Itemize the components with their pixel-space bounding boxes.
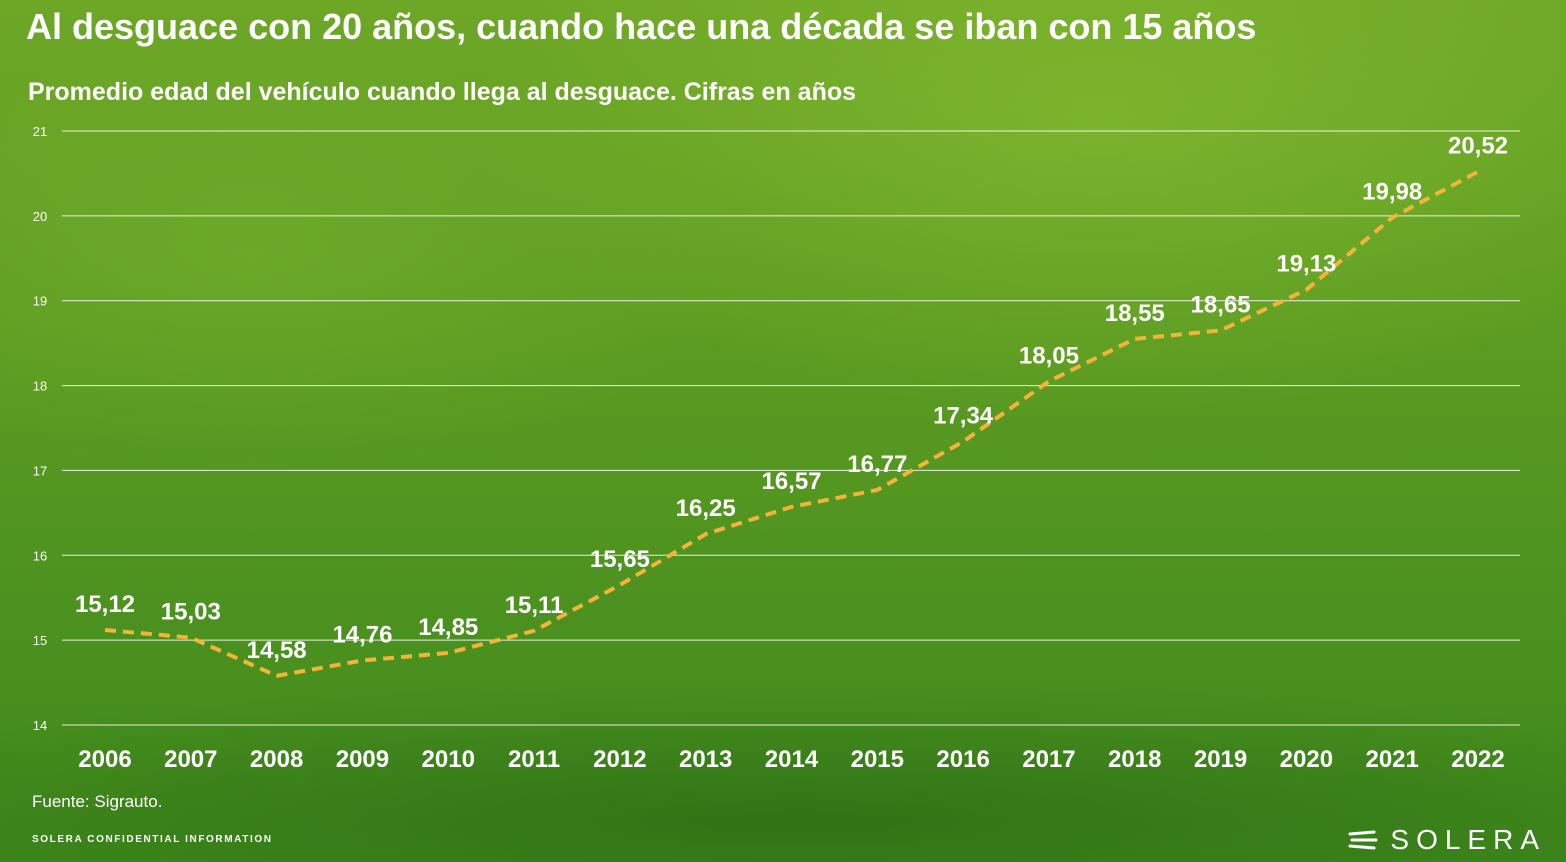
- y-tick-label: 19: [33, 294, 47, 309]
- data-label: 17,34: [933, 403, 994, 430]
- x-tick-label: 2015: [851, 746, 904, 773]
- y-tick-label: 21: [33, 124, 47, 139]
- y-axis-ticks: 14 15 16 17 18 19 20 21: [33, 124, 47, 733]
- x-tick-label: 2013: [679, 746, 732, 773]
- x-tick-label: 2011: [508, 746, 560, 773]
- data-label: 14,85: [418, 614, 478, 641]
- x-axis-ticks: 2006 2007 2008 2009 2010 2011 2012 2013 2014 2015…: [78, 746, 1504, 773]
- data-label: 14,58: [247, 637, 307, 664]
- gridlines: [62, 130, 1520, 726]
- data-label: 16,77: [847, 451, 907, 478]
- x-tick-label: 2020: [1280, 746, 1333, 773]
- x-tick-label: 2010: [422, 746, 475, 773]
- x-tick-label: 2008: [250, 746, 303, 773]
- data-labels: 15,12 15,03 14,58 14,76 14,85 15,11 15,65 16,25…: [75, 133, 1508, 664]
- x-tick-label: 2007: [164, 746, 217, 773]
- y-tick-label: 15: [33, 633, 47, 648]
- data-label: 15,65: [590, 546, 650, 573]
- brand-name: SOLERA: [1390, 824, 1546, 855]
- data-label: 14,76: [332, 622, 392, 649]
- data-label: 15,12: [75, 591, 135, 618]
- y-tick-label: 20: [33, 209, 47, 224]
- data-label: 18,55: [1105, 300, 1165, 327]
- x-tick-label: 2009: [336, 746, 389, 773]
- x-tick-label: 2006: [78, 746, 131, 773]
- source-note: Fuente: Sigrauto.: [32, 792, 163, 811]
- data-label: 15,03: [161, 599, 221, 626]
- y-tick-label: 17: [33, 463, 47, 478]
- x-tick-label: 2012: [593, 746, 646, 773]
- data-label: 19,98: [1362, 179, 1422, 206]
- data-label: 18,05: [1019, 342, 1079, 369]
- x-tick-label: 2022: [1451, 746, 1504, 773]
- data-label: 20,52: [1448, 133, 1508, 160]
- data-label: 15,11: [505, 592, 564, 619]
- data-label: 16,57: [761, 468, 821, 495]
- x-tick-label: 2019: [1194, 746, 1247, 773]
- x-tick-label: 2014: [765, 746, 819, 773]
- series-line-path: [104, 169, 1479, 678]
- x-tick-label: 2021: [1365, 746, 1418, 773]
- solera-logo-icon: [1348, 830, 1378, 850]
- x-tick-label: 2016: [936, 746, 989, 773]
- x-tick-label: 2017: [1022, 746, 1075, 773]
- data-label: 18,65: [1191, 291, 1251, 318]
- data-label: 16,25: [676, 495, 736, 522]
- series-line: [104, 169, 1479, 678]
- y-tick-label: 14: [33, 718, 47, 733]
- page-title: Al desguace con 20 años, cuando hace una…: [26, 6, 1257, 47]
- y-tick-label: 18: [33, 379, 47, 394]
- brand-logo: SOLERA: [1348, 824, 1546, 856]
- data-label: 19,13: [1276, 251, 1336, 278]
- confidential-notice: SOLERA CONFIDENTIAL INFORMATION: [32, 834, 273, 845]
- y-tick-label: 16: [33, 548, 47, 563]
- chart-subtitle: Promedio edad del vehículo cuando llega …: [28, 78, 857, 106]
- x-tick-label: 2018: [1108, 746, 1161, 773]
